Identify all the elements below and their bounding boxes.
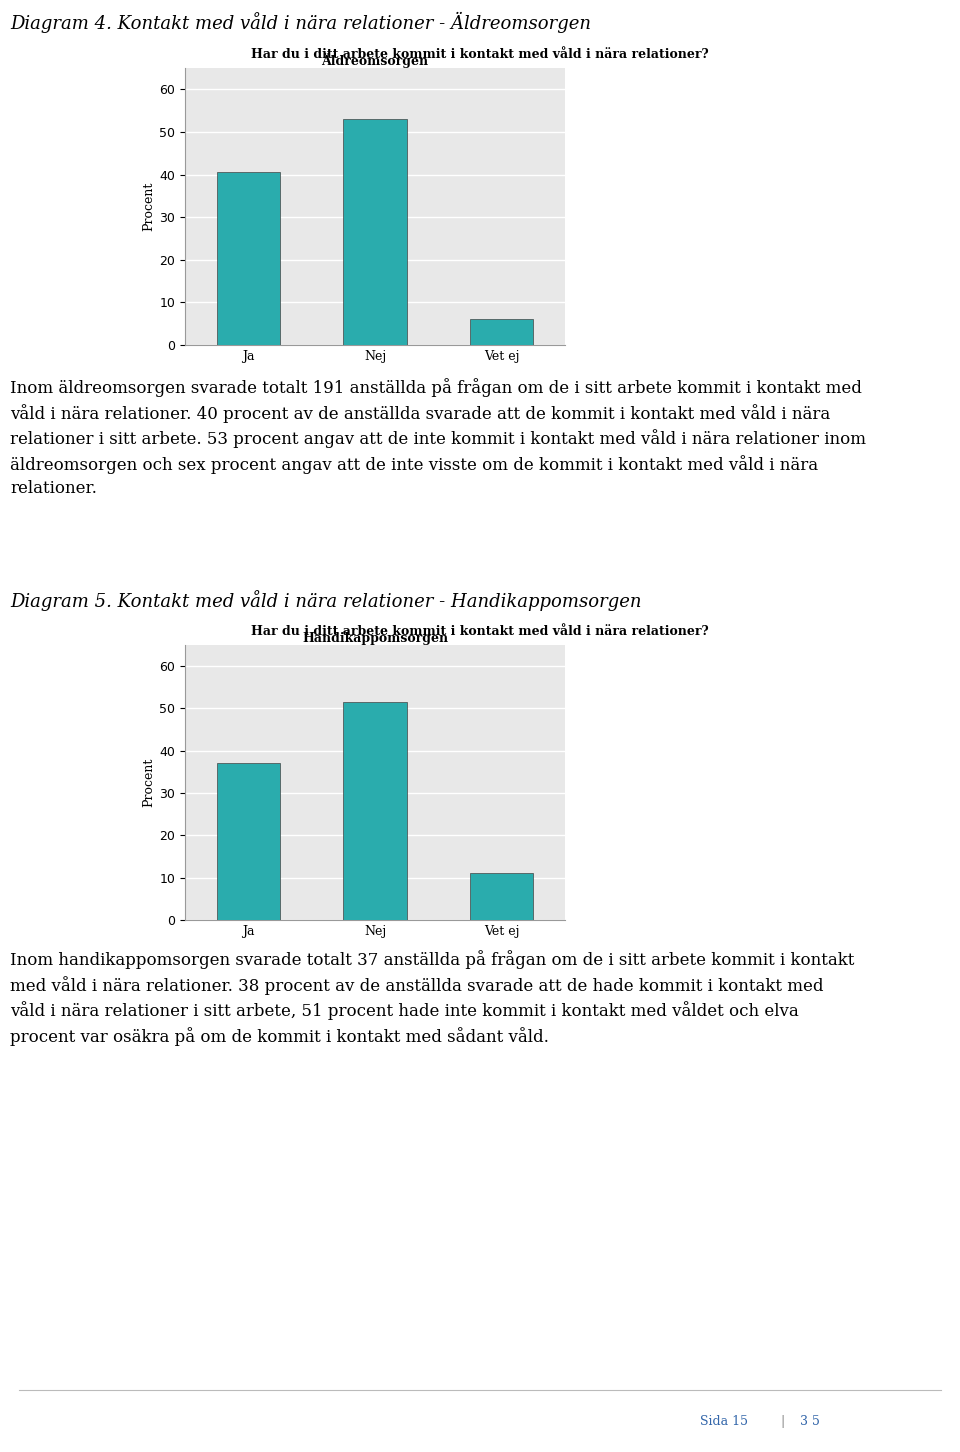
Text: Har du i ditt arbete kommit i kontakt med våld i nära relationer?: Har du i ditt arbete kommit i kontakt me… [252,48,708,61]
Text: 3 5: 3 5 [800,1416,820,1427]
Title: Handikappomsorgen: Handikappomsorgen [302,632,448,645]
Y-axis label: Procent: Procent [142,182,156,231]
Bar [470,874,534,921]
Text: Inom äldreomsorgen svarade totalt 191 anställda på frågan om de i sitt arbete ko: Inom äldreomsorgen svarade totalt 191 an… [10,378,866,497]
Text: Diagram 5. Kontakt med våld i nära relationer - Handikappomsorgen: Diagram 5. Kontakt med våld i nära relat… [10,590,641,611]
Title: Äldreomsorgen: Äldreomsorgen [322,54,428,68]
Bar [217,764,280,921]
Text: Har du i ditt arbete kommit i kontakt med våld i nära relationer?: Har du i ditt arbete kommit i kontakt me… [252,624,708,637]
Y-axis label: Procent: Procent [142,758,156,807]
Bar [217,173,280,346]
Text: Diagram 4. Kontakt med våld i nära relationer - Äldreomsorgen: Diagram 4. Kontakt med våld i nära relat… [10,12,591,33]
Bar [344,703,407,921]
Bar [344,119,407,346]
Text: Inom handikappomsorgen svarade totalt 37 anställda på frågan om de i sitt arbete: Inom handikappomsorgen svarade totalt 37… [10,950,854,1045]
Text: |: | [780,1416,784,1427]
Bar [470,319,534,346]
Text: Sida 15: Sida 15 [700,1416,748,1427]
